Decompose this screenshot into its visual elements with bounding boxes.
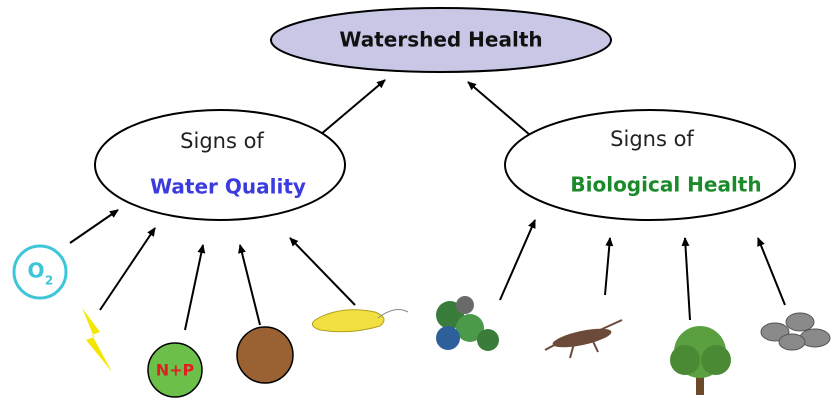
node-prefix: Signs of xyxy=(180,129,264,153)
node xyxy=(95,110,345,220)
node-label: Biological Health xyxy=(570,173,761,197)
root-label: Watershed Health xyxy=(339,28,542,52)
node-label: Water Quality xyxy=(150,175,306,199)
nutrients-label: N+P xyxy=(156,361,195,380)
oxygen-symbol: O xyxy=(27,259,44,283)
diagram: Watershed Health Signs of Water Quality … xyxy=(0,0,839,400)
node-prefix: Signs of xyxy=(610,127,694,151)
oxygen-subscript: 2 xyxy=(45,274,53,288)
rocks-icon xyxy=(761,313,830,350)
cell-icon xyxy=(312,310,384,332)
algae-icon xyxy=(436,296,499,351)
insect-icon xyxy=(545,320,622,358)
lightning-icon xyxy=(82,308,112,372)
tree-icon xyxy=(670,326,731,395)
sediment-icon xyxy=(237,327,293,383)
